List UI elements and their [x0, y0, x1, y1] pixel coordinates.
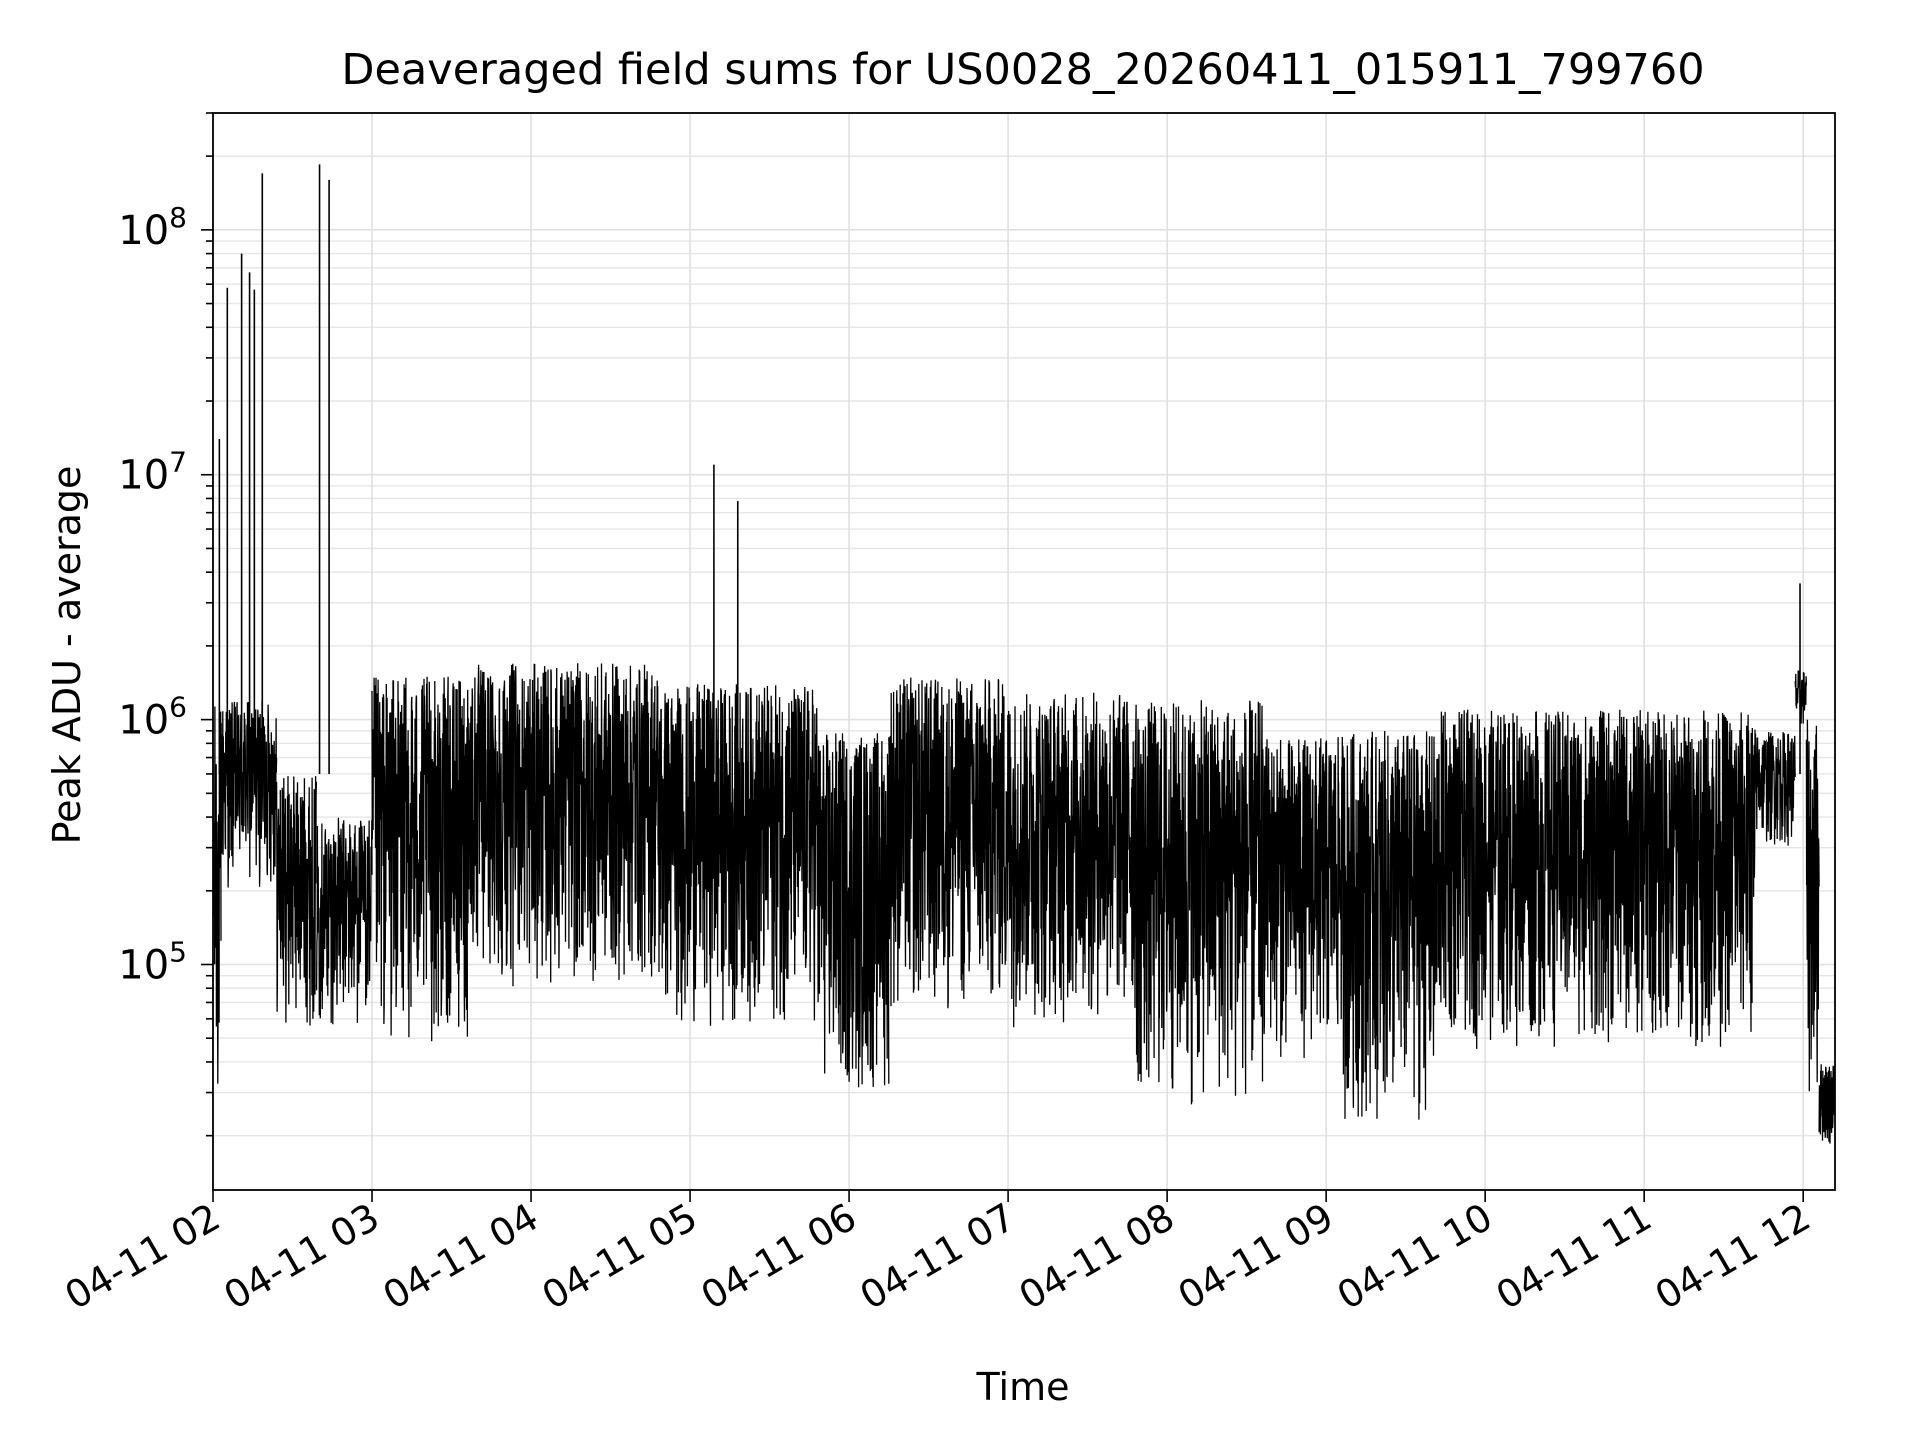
axis-ticks: [201, 112, 1804, 1202]
y-tick-label: 108: [118, 201, 187, 254]
y-tick-label: 106: [118, 691, 187, 744]
y-tick-label: 107: [118, 446, 187, 499]
series-line-segment: [1818, 1064, 1836, 1144]
x-axis-label: Time: [976, 1365, 1070, 1409]
y-axis-label: Peak ADU - average: [45, 466, 89, 845]
data-layer: [212, 164, 1836, 1144]
series-line-segment: [1436, 709, 1757, 1049]
series-line-segment: [275, 776, 318, 1026]
series-line-segment: [1261, 737, 1343, 1058]
series-line-segment: [371, 676, 469, 1042]
series-line-segment: [657, 684, 818, 1026]
series-line-segment: [315, 817, 373, 1025]
series-line-segment: [212, 706, 222, 1084]
plot-frame: [212, 112, 1836, 1191]
y-tick-label: 105: [118, 936, 187, 989]
series-line-segment: [1341, 730, 1439, 1120]
series-line-segment: [816, 733, 890, 1088]
series-line-segment: [888, 677, 1009, 1009]
series-line-segment: [1007, 692, 1136, 1028]
series-line-segment: [1754, 732, 1796, 846]
series-line-segment: [1805, 719, 1820, 1092]
y-tick-labels: 105 106 107 108: [118, 201, 187, 989]
series-line-segment: [466, 663, 659, 987]
series-line-segment: [1134, 700, 1264, 1105]
chart-title: Deaveraged field sums for US0028_2026041…: [341, 45, 1704, 95]
